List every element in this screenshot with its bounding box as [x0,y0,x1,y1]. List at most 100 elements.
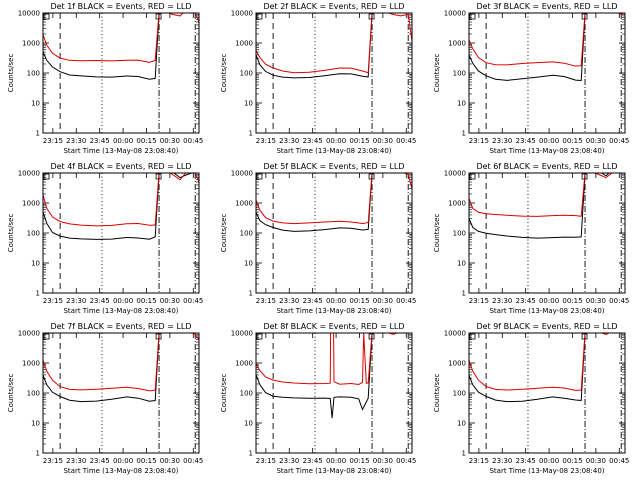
y-tick-label: 100 [240,70,253,78]
plot-frame [468,12,626,134]
y-tick-label: 1 [36,450,40,458]
x-tick-label: 00:30 [160,457,180,465]
panel-det-9: Det 9f BLACK = Events, RED = LLD Counts/s… [433,322,629,475]
series-line-events [256,173,374,232]
x-tick-label: 00:45 [183,137,203,145]
x-tick-label: 23:45 [516,457,536,465]
x-tick-label: 00:00 [539,297,559,305]
panel-title: Det 1f BLACK = Events, RED = LLD [50,2,191,11]
y-tick-label: 1 [36,130,40,138]
x-axis-label: Start Time (13-May-08 23:08:40) [63,307,178,315]
panel-title: Det 9f BLACK = Events, RED = LLD [476,322,617,331]
x-tick-label: 23:45 [303,297,323,305]
y-tick-label: 1000 [22,40,40,48]
x-tick-label: 23:15 [43,137,63,145]
x-tick-label: 23:30 [66,457,86,465]
x-tick-label: 23:15 [43,457,63,465]
x-tick-label: 00:15 [349,137,369,145]
x-tick-label: 00:15 [136,137,156,145]
y-tick-label: 100 [27,230,40,238]
y-tick-label: 1 [462,130,466,138]
y-tick-label: 1 [249,290,253,298]
series-line-lld [256,333,410,386]
plot-frame [42,332,200,454]
y-tick-label: 10 [457,100,466,108]
y-tick-label: 10 [244,100,253,108]
y-tick-label: 1000 [448,360,466,368]
series-line-lld [469,173,623,217]
x-tick-label: 23:45 [303,457,323,465]
series-line-events [43,333,161,403]
y-tick-label: 10000 [444,170,466,178]
series-line-lld [469,13,625,67]
corner-marker [469,13,476,20]
y-tick-label: 10000 [444,10,466,18]
y-tick-label: 10000 [231,170,253,178]
panel-det-2: Det 2f BLACK = Events, RED = LLD Counts/s… [220,2,416,155]
x-tick-label: 00:45 [396,297,416,305]
series-line-lld [43,13,199,63]
series-line-lld [256,173,412,225]
y-tick-label: 1000 [448,200,466,208]
x-axis-label: Start Time (13-May-08 23:08:40) [489,467,604,475]
x-tick-label: 23:30 [66,137,86,145]
series-line-events [469,333,587,403]
x-tick-label: 00:15 [136,297,156,305]
x-tick-label: 23:15 [256,457,276,465]
series-line-events [469,13,587,82]
panel-title: Det 4f BLACK = Events, RED = LLD [50,162,191,171]
x-axis-label: Start Time (13-May-08 23:08:40) [276,147,391,155]
series-line-events [469,173,610,239]
y-axis-label: Counts/sec [433,214,441,253]
x-tick-label: 00:30 [373,137,393,145]
panel-title: Det 7f BLACK = Events, RED = LLD [50,322,191,331]
series-line-events [43,173,194,240]
y-tick-label: 1000 [235,360,253,368]
plot-frame [42,12,200,134]
y-axis-label: Counts/sec [433,54,441,93]
y-tick-label: 100 [240,390,253,398]
saa-marker [368,173,375,180]
x-axis-label: Start Time (13-May-08 23:08:40) [489,147,604,155]
plot-frame [255,172,413,294]
panel-det-4: Det 4f BLACK = Events, RED = LLD Counts/s… [7,162,203,315]
y-tick-label: 1000 [235,200,253,208]
x-tick-label: 00:45 [396,137,416,145]
y-axis-label: Counts/sec [220,54,228,93]
x-tick-label: 23:30 [279,457,299,465]
x-tick-label: 00:30 [373,297,393,305]
corner-marker [256,173,263,180]
corner-marker [43,333,50,340]
x-tick-label: 00:00 [113,297,133,305]
saa-marker [581,173,588,180]
x-tick-label: 23:30 [279,297,299,305]
y-tick-label: 10000 [231,10,253,18]
x-tick-label: 00:00 [326,137,346,145]
series-line-events [256,333,374,419]
corner-marker [469,333,476,340]
x-axis-label: Start Time (13-May-08 23:08:40) [489,307,604,315]
x-tick-label: 00:30 [586,137,606,145]
x-tick-label: 00:00 [539,457,559,465]
x-tick-label: 00:00 [326,297,346,305]
y-tick-label: 1 [462,290,466,298]
x-axis-label: Start Time (13-May-08 23:08:40) [63,147,178,155]
plot-frame [42,172,200,294]
y-tick-label: 10000 [231,330,253,338]
saa-marker [581,13,588,20]
plot-frame [255,12,413,134]
x-tick-label: 00:45 [609,297,629,305]
x-tick-label: 00:00 [326,457,346,465]
saa-marker [368,13,375,20]
y-axis-label: Counts/sec [433,374,441,413]
y-tick-label: 1 [462,450,466,458]
x-tick-label: 00:30 [586,297,606,305]
x-tick-label: 00:00 [113,137,133,145]
x-tick-label: 23:15 [256,297,276,305]
panel-det-1: Det 1f BLACK = Events, RED = LLD Counts/s… [7,2,203,155]
panel-det-5: Det 5f BLACK = Events, RED = LLD Counts/s… [220,162,416,315]
x-tick-label: 23:45 [516,297,536,305]
x-tick-label: 23:30 [66,297,86,305]
